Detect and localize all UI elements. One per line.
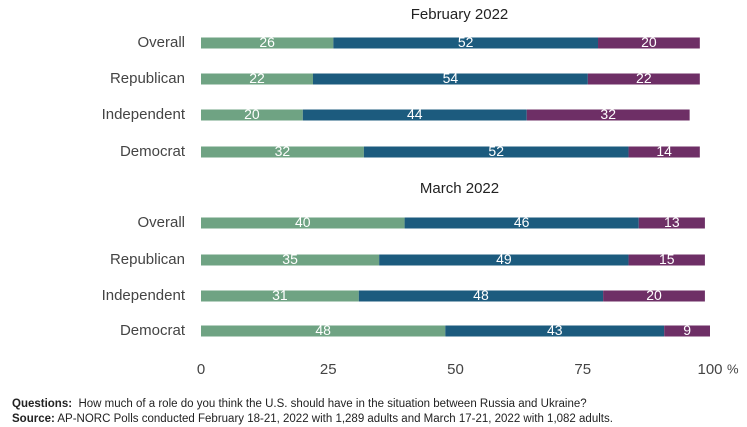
- category-label: Democrat: [120, 143, 186, 160]
- data-label: 22: [636, 70, 652, 86]
- questions-text: How much of a role do you think the U.S.…: [78, 398, 587, 410]
- bar-segment: [526, 109, 690, 121]
- bar-segment: [445, 325, 665, 337]
- source-text: AP-NORC Polls conducted February 18-21, …: [57, 413, 613, 425]
- x-tick-label: 75: [574, 361, 591, 378]
- data-label: 44: [407, 106, 423, 122]
- category-label: Democrat: [120, 322, 186, 339]
- data-label: 13: [664, 214, 680, 230]
- category-label: Republican: [110, 251, 185, 268]
- data-label: 48: [315, 322, 331, 338]
- bar-segment: [628, 146, 700, 158]
- data-label: 54: [443, 70, 459, 86]
- bar-segment: [404, 217, 639, 229]
- data-label: 48: [473, 287, 489, 303]
- panel-title: February 2022: [411, 6, 509, 23]
- questions-note: Questions: How much of a role do you thi…: [12, 397, 745, 412]
- bar-segment: [638, 217, 705, 229]
- category-label: Independent: [102, 106, 186, 123]
- bar-segment: [587, 73, 700, 85]
- bar-segment: [603, 290, 705, 302]
- data-label: 20: [646, 287, 662, 303]
- data-label: 52: [458, 34, 474, 50]
- bar-segment: [201, 254, 380, 266]
- bar-segment: [201, 37, 334, 49]
- bar-segment: [664, 325, 710, 337]
- data-label: 35: [282, 251, 298, 267]
- source-label: Source:: [12, 413, 55, 425]
- bar-segment: [358, 290, 604, 302]
- category-label: Republican: [110, 70, 185, 87]
- bar-segment: [201, 109, 303, 121]
- panel-title: March 2022: [420, 180, 499, 197]
- x-tick-label: 50: [447, 361, 464, 378]
- x-axis-unit: %: [727, 361, 739, 376]
- bar-segment: [302, 109, 527, 121]
- bar-segment: [201, 290, 359, 302]
- chart-notes: Questions: How much of a role do you thi…: [12, 397, 745, 427]
- bar-segment: [201, 217, 405, 229]
- data-label: 52: [488, 143, 504, 159]
- bar-segment: [312, 73, 588, 85]
- data-label: 43: [547, 322, 563, 338]
- x-tick-label: 0: [197, 361, 205, 378]
- data-label: 15: [659, 251, 675, 267]
- questions-label: Questions:: [12, 398, 73, 410]
- category-label: Overall: [137, 214, 185, 231]
- data-label: 31: [272, 287, 288, 303]
- source-note: Source: AP-NORC Polls conducted February…: [12, 412, 745, 427]
- bar-segment: [598, 37, 700, 49]
- data-label: 14: [656, 143, 672, 159]
- x-tick-label: 25: [320, 361, 337, 378]
- category-label: Overall: [137, 34, 185, 51]
- category-label: Independent: [102, 287, 186, 304]
- bar-segment: [201, 146, 364, 158]
- bar-segment: [333, 37, 599, 49]
- stacked-bar-chart: February 2022 Overall 26 52 20 Republican 22 54…: [102, 6, 739, 378]
- data-label: 20: [244, 106, 260, 122]
- data-label: 26: [259, 34, 275, 50]
- bar-segment: [363, 146, 629, 158]
- data-label: 32: [600, 106, 616, 122]
- data-label: 49: [496, 251, 512, 267]
- bar-segment: [379, 254, 629, 266]
- bar-segment: [201, 73, 313, 85]
- data-label: 46: [514, 214, 530, 230]
- data-label: 22: [249, 70, 265, 86]
- bar-segment: [628, 254, 705, 266]
- data-label: 32: [275, 143, 291, 159]
- x-tick-label: 100: [697, 361, 722, 378]
- data-label: 40: [295, 214, 311, 230]
- data-label: 20: [641, 34, 657, 50]
- bar-segment: [201, 325, 446, 337]
- data-label: 9: [683, 322, 691, 338]
